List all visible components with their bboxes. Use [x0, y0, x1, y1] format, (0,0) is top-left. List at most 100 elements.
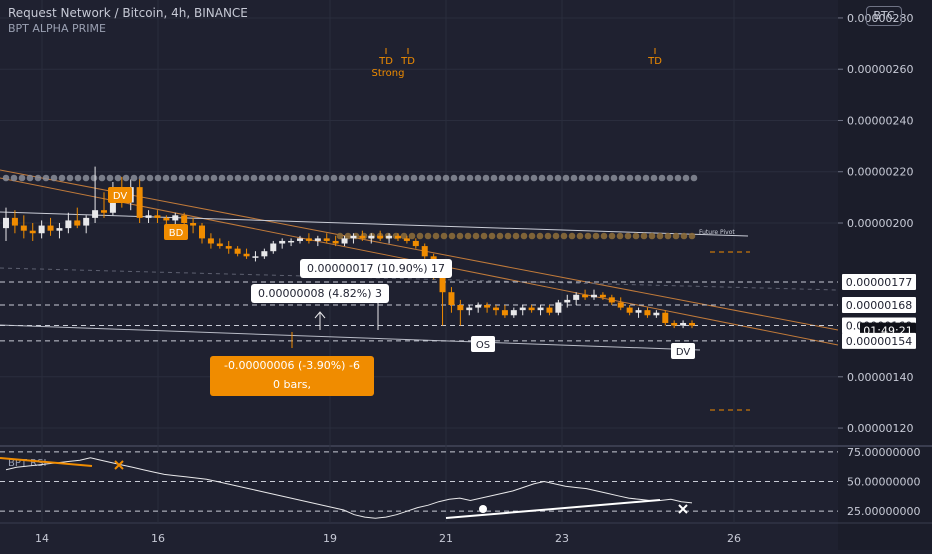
- pivot-dot-orange: [344, 232, 352, 240]
- price-tick-label: 0.00000140: [847, 371, 913, 384]
- candle-body: [190, 223, 197, 226]
- osc-tick-label: 50.00000000: [847, 476, 920, 489]
- pivot-dot: [546, 174, 554, 182]
- candle-body: [644, 310, 651, 316]
- price-label-text: 0.00000168: [846, 299, 912, 312]
- pivot-dot: [426, 174, 434, 182]
- chart-title: Request Network / Bitcoin, 4h, BINANCE: [8, 6, 248, 20]
- candle-body: [288, 240, 295, 243]
- pivot-dot: [354, 174, 362, 182]
- pivot-dot-orange: [576, 232, 584, 240]
- price-tick-label: 0.00000240: [847, 114, 913, 127]
- osc-tick-label: 75.00000000: [847, 446, 920, 459]
- candle-body: [332, 240, 339, 244]
- osc-divergence-white: [445, 499, 661, 519]
- pivot-dot: [602, 174, 610, 182]
- pivot-dot-orange: [592, 232, 600, 240]
- candle-body: [38, 225, 45, 234]
- pivot-dot: [578, 174, 586, 182]
- candle-body: [20, 225, 27, 231]
- candle-body: [305, 238, 312, 241]
- price-tick-label: 0.00000220: [847, 166, 913, 179]
- pivot-dot: [258, 174, 266, 182]
- pivot-dot: [170, 174, 178, 182]
- candle-body: [234, 248, 241, 254]
- pivot-dot: [666, 174, 674, 182]
- pivot-dot: [506, 174, 514, 182]
- pivot-dot: [42, 174, 50, 182]
- candle-body: [136, 187, 143, 218]
- pivot-dot: [186, 174, 194, 182]
- pivot-dot: [10, 174, 18, 182]
- pivot-dot-orange: [336, 232, 344, 240]
- pivot-dot: [554, 174, 562, 182]
- candle-body: [608, 297, 615, 303]
- dv-marker-2-bg: [671, 343, 695, 359]
- pivot-dot: [402, 174, 410, 182]
- candle-body: [395, 235, 401, 239]
- candle-body: [662, 312, 669, 323]
- pivot-dot-orange: [664, 232, 672, 240]
- candle-body: [377, 235, 384, 239]
- pivot-dot-orange: [432, 232, 440, 240]
- candle-body: [92, 210, 99, 218]
- candle-body: [172, 215, 179, 221]
- dv-marker-bg: [108, 187, 132, 203]
- osc-tick-label: 25.00000000: [847, 505, 920, 518]
- candle-body: [216, 243, 223, 247]
- support-line: [0, 324, 701, 351]
- pivot-dot: [498, 174, 506, 182]
- osc-label: BPT RSI: [8, 458, 46, 469]
- candle-body: [74, 220, 81, 226]
- pivot-dot: [154, 174, 162, 182]
- candle-body: [510, 310, 517, 316]
- candle-body: [279, 240, 286, 244]
- pivot-dot: [394, 174, 402, 182]
- pivot-dot: [2, 174, 10, 182]
- candle-body: [11, 217, 18, 226]
- time-tick-label: 21: [439, 532, 453, 545]
- candle-body: [163, 217, 170, 221]
- pivot-dot-orange: [416, 232, 424, 240]
- pivot-dot: [82, 174, 90, 182]
- candle-body: [350, 235, 357, 239]
- pivot-dot-orange: [568, 232, 576, 240]
- pivot-dot-orange: [440, 232, 448, 240]
- candle-body: [368, 235, 375, 239]
- pivot-dot-orange: [512, 232, 520, 240]
- pivot-dot-orange: [544, 232, 552, 240]
- price-label-bg: [842, 332, 916, 349]
- candle-body: [439, 274, 446, 293]
- pivot-dot: [66, 174, 74, 182]
- pivot-dot: [538, 174, 546, 182]
- measure-box-2: 0.00000008 (4.82%) 3: [251, 284, 390, 303]
- candle-body: [635, 310, 642, 313]
- pivot-dot: [338, 174, 346, 182]
- pivot-dot-orange: [536, 232, 544, 240]
- pivot-dot-orange: [648, 232, 656, 240]
- pivot-dot: [682, 174, 690, 182]
- pivot-dot: [90, 174, 98, 182]
- pivot-dot-orange: [408, 232, 416, 240]
- candle-body: [403, 238, 410, 241]
- time-tick-label: 16: [151, 532, 165, 545]
- price-label-text: 0.00000154: [846, 335, 912, 348]
- pivot-dot-orange: [448, 232, 456, 240]
- pivot-dot: [26, 174, 34, 182]
- pivot-dot: [530, 174, 538, 182]
- pivot-dot: [434, 174, 442, 182]
- pivot-dot: [570, 174, 578, 182]
- pivot-dot: [106, 174, 114, 182]
- pivot-dot: [586, 174, 594, 182]
- pivot-dot: [466, 174, 474, 182]
- candle-body: [412, 240, 419, 247]
- osc-divergence-orange: [0, 457, 93, 467]
- pivot-dot-orange: [504, 232, 512, 240]
- currency-badge[interactable]: BTC: [866, 6, 902, 26]
- candle-body: [341, 238, 348, 244]
- pivot-dot-orange: [528, 232, 536, 240]
- pivot-dot-orange: [464, 232, 472, 240]
- td-label: TD: [400, 56, 415, 67]
- pivot-dot-orange: [520, 232, 528, 240]
